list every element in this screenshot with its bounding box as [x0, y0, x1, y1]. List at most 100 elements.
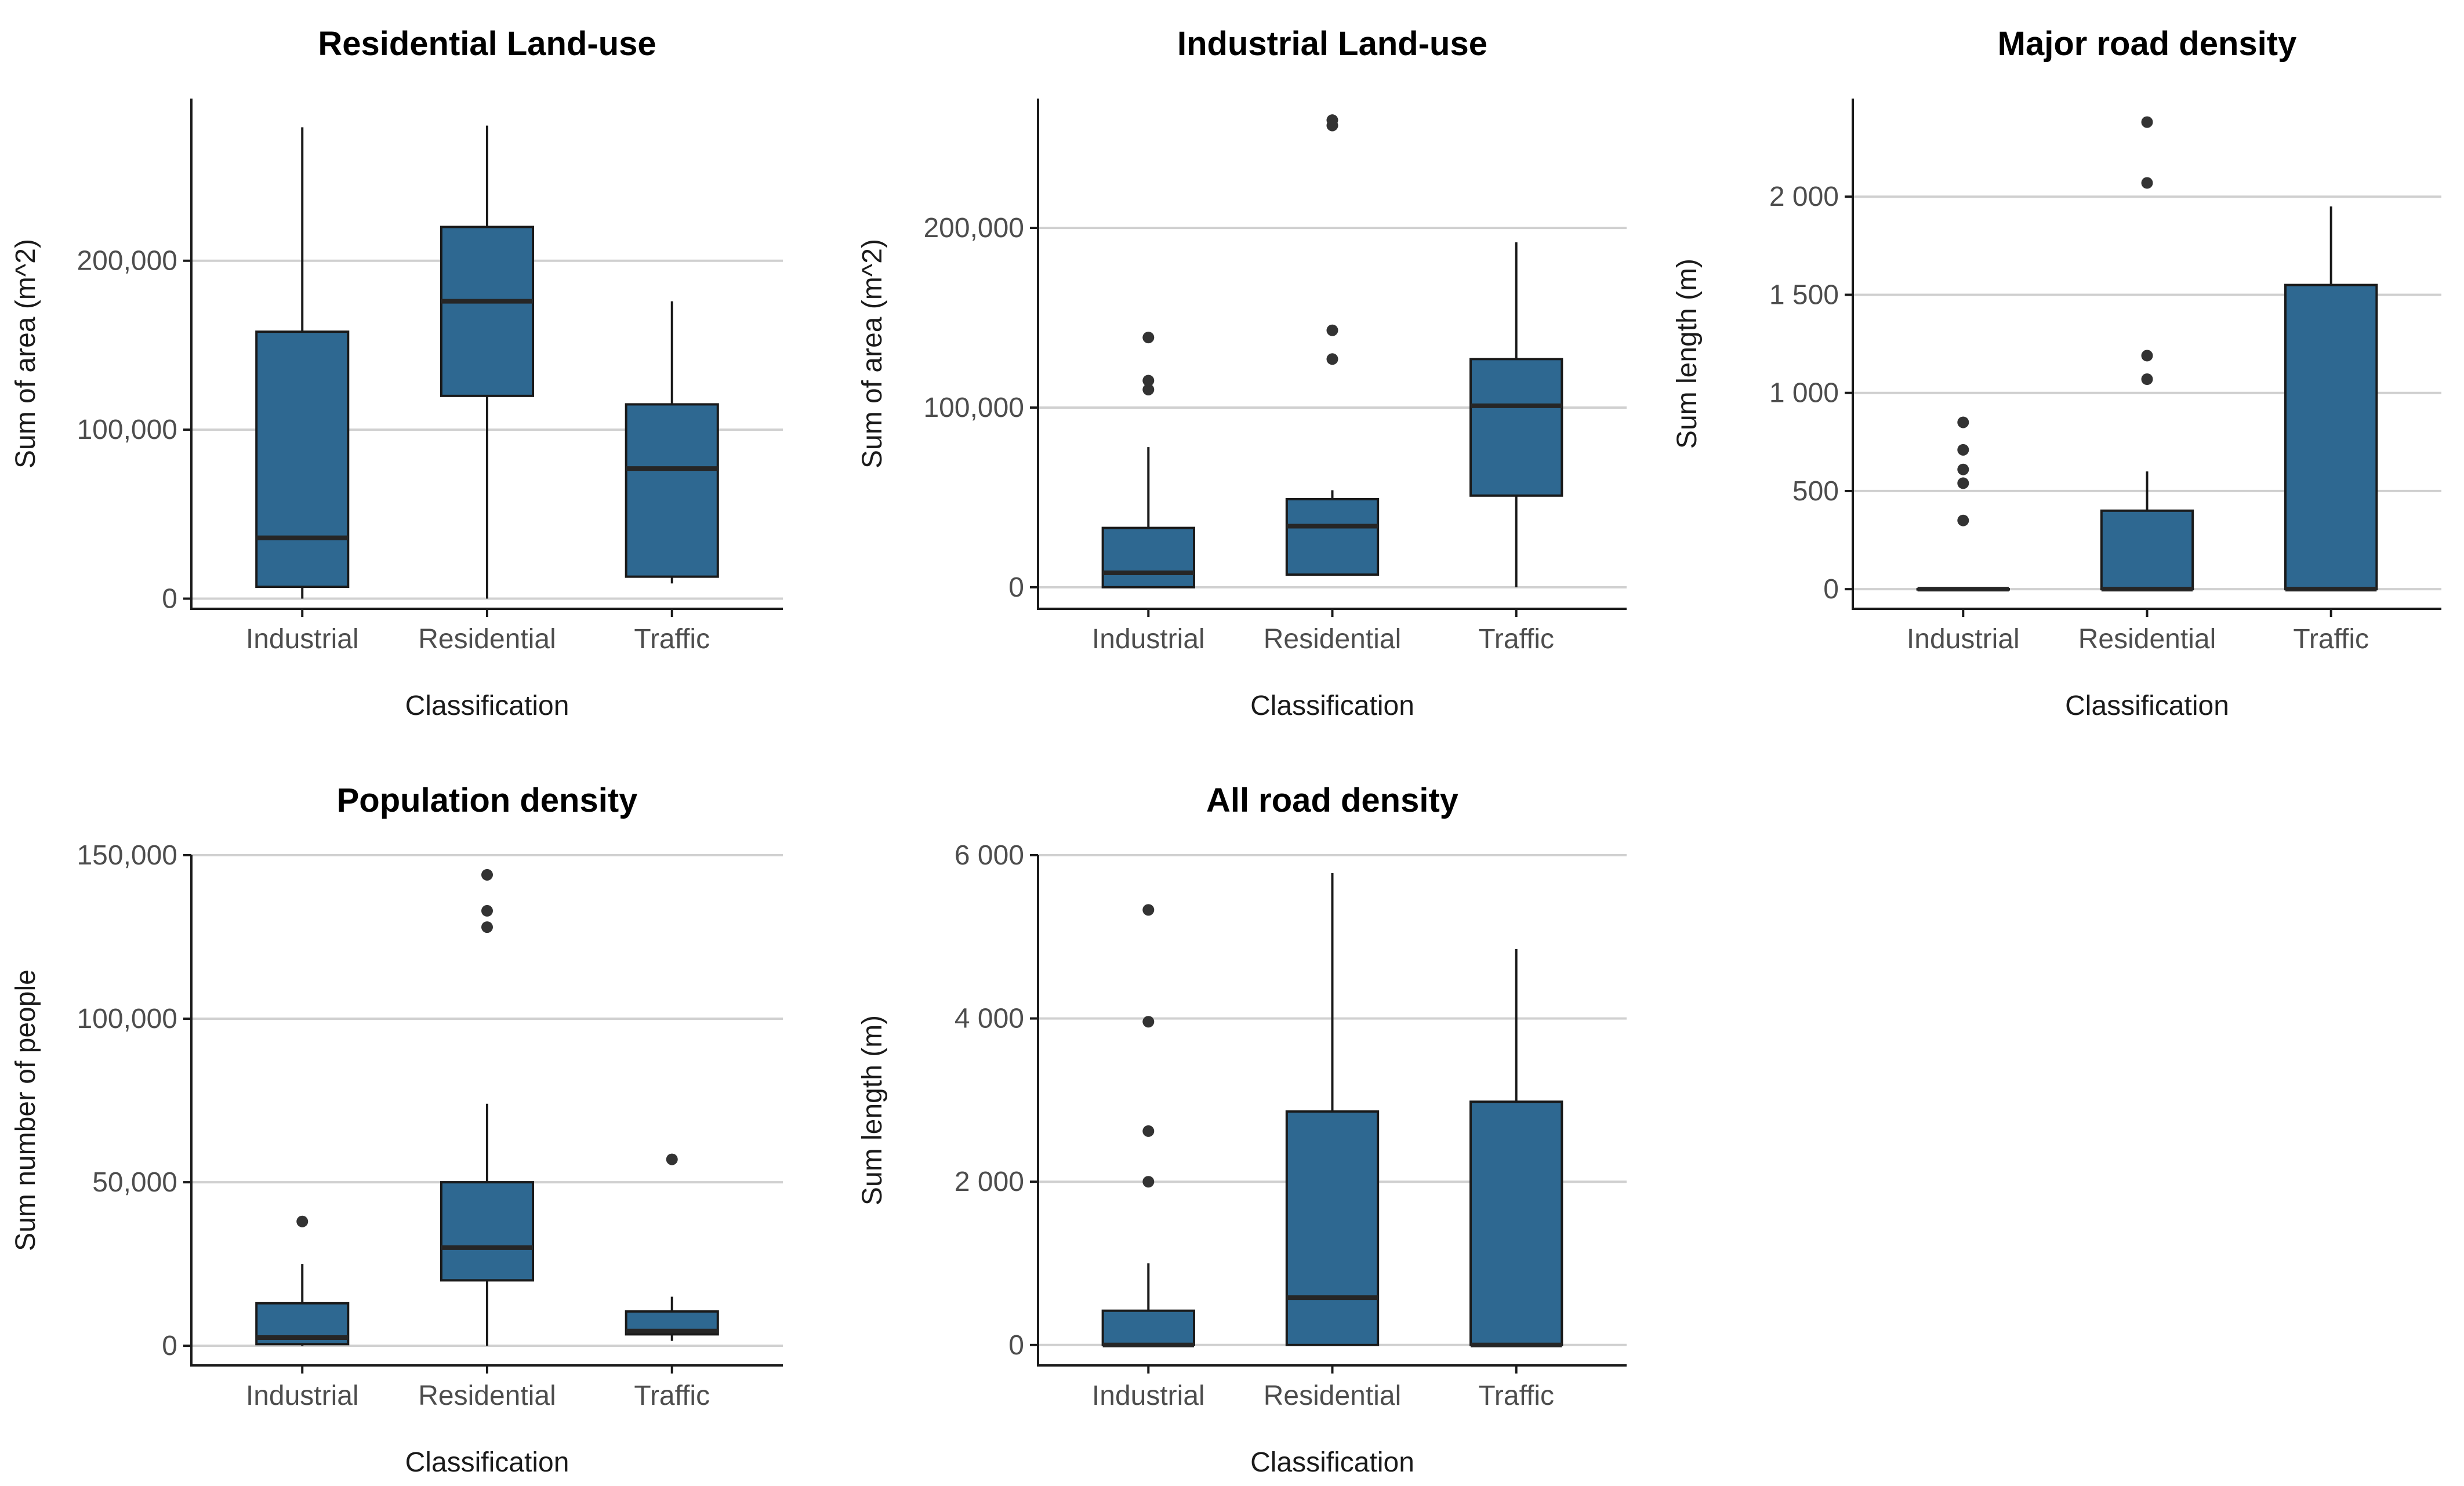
chart-panel-3: Major road density 0 500 1 000 1 500 2 000 Ind…: [1672, 25, 2441, 721]
iqr-box: [1101, 1309, 1195, 1346]
x-tick-label: Traffic: [1478, 624, 1554, 655]
x-tick-label: Residential: [1264, 624, 1401, 655]
outlier-point: [1142, 904, 1155, 916]
outlier-point: [2141, 373, 2153, 385]
chart-title: Major road density: [1998, 25, 2297, 63]
box-traffic: [625, 301, 719, 584]
y-tick-label: 100,000: [77, 415, 177, 445]
x-tick-label: Industrial: [1092, 624, 1205, 655]
y-tick-label: 0: [1008, 572, 1024, 603]
x-tick-label: Industrial: [1907, 624, 2020, 655]
chart-title: Industrial Land-use: [1177, 25, 1487, 63]
x-tick-label: Industrial: [246, 1380, 359, 1411]
y-tick-label: 1 000: [1769, 378, 1839, 409]
outlier-point: [1957, 444, 1969, 456]
y-axis-label: Sum length (m): [857, 1015, 888, 1205]
x-axis-label: Classification: [405, 1447, 569, 1478]
outlier-point: [1326, 114, 1338, 126]
y-tick-label: 500: [1792, 476, 1839, 507]
outlier-point: [296, 1215, 309, 1227]
y-tick-label: 2 000: [955, 1167, 1024, 1197]
y-axis-label: Sum of area (m^2): [10, 239, 41, 468]
y-tick-label: 200,000: [923, 213, 1024, 244]
x-tick-label: Traffic: [2293, 624, 2369, 655]
axis-lines: [190, 99, 783, 610]
outlier-point: [1957, 477, 1969, 489]
y-tick-label: 200,000: [77, 246, 177, 277]
outlier-point: [481, 869, 493, 881]
chart-title: Residential Land-use: [318, 25, 656, 63]
y-tick-label: 2 000: [1769, 181, 1839, 212]
y-tick-label: 100,000: [77, 1004, 177, 1034]
iqr-box: [2100, 509, 2194, 591]
box-residential: [440, 125, 535, 599]
box-traffic: [1469, 949, 1563, 1347]
chart-panel-4: Population density 0 50,000 100,000 150,000 I…: [10, 782, 783, 1478]
outlier-point: [1142, 1125, 1155, 1137]
box-industrial: [1101, 904, 1195, 1347]
x-tick-label: Industrial: [1092, 1380, 1205, 1411]
y-tick-label: 50,000: [92, 1167, 177, 1198]
outlier-point: [2141, 177, 2153, 189]
outlier-point: [1142, 375, 1155, 387]
x-axis-label: Classification: [405, 691, 569, 721]
iqr-box: [440, 226, 535, 397]
iqr-box: [1285, 497, 1380, 576]
iqr-box: [1469, 358, 1563, 497]
outlier-point: [666, 1153, 678, 1165]
iqr-box: [625, 403, 719, 578]
y-tick-label: 4 000: [955, 1004, 1024, 1034]
outlier-point: [1142, 383, 1155, 395]
x-tick-label: Residential: [418, 1380, 556, 1411]
chart-panel-1: Residential Land-use 0 100,000 200,000 Indus…: [10, 25, 783, 721]
iqr-box: [255, 330, 350, 588]
outlier-point: [1142, 332, 1155, 344]
x-tick-label: Traffic: [634, 624, 710, 655]
iqr-box: [2284, 284, 2378, 591]
outlier-point: [481, 921, 493, 933]
box-residential: [1285, 114, 1380, 576]
x-tick-label: Residential: [2078, 624, 2216, 655]
axis-lines: [1037, 855, 1627, 1367]
x-axis-label: Classification: [1250, 691, 1414, 721]
box-residential: [440, 869, 535, 1346]
y-tick-label: 1 500: [1769, 279, 1839, 310]
axis-lines: [1852, 99, 2441, 610]
y-tick-label: 0: [1823, 574, 1839, 605]
outlier-point: [1957, 463, 1969, 475]
x-axis-label: Classification: [2065, 691, 2229, 721]
x-tick-label: Residential: [418, 624, 556, 655]
box-industrial: [255, 127, 350, 599]
iqr-box: [1285, 1110, 1380, 1346]
outlier-point: [2141, 350, 2153, 362]
y-tick-label: 0: [162, 584, 177, 615]
axis-lines: [190, 855, 783, 1367]
outlier-point: [1142, 1176, 1155, 1188]
box-residential: [1285, 873, 1380, 1346]
y-tick-label: 0: [1008, 1330, 1024, 1361]
axis-lines: [1037, 99, 1627, 610]
box-traffic: [1469, 242, 1563, 587]
box-industrial: [255, 1215, 350, 1346]
y-tick-label: 100,000: [923, 393, 1024, 423]
box-residential: [2100, 116, 2194, 592]
box-traffic: [2284, 206, 2378, 592]
outlier-point: [1957, 416, 1969, 428]
box-industrial: [1916, 416, 2010, 592]
chart-title: Population density: [337, 782, 638, 819]
x-tick-label: Residential: [1264, 1380, 1401, 1411]
iqr-box: [440, 1181, 535, 1282]
iqr-box: [1101, 526, 1195, 588]
y-axis-label: Sum length (m): [1672, 259, 1703, 449]
box-industrial: [1101, 332, 1195, 588]
outlier-point: [1326, 324, 1338, 336]
x-tick-label: Traffic: [634, 1380, 710, 1411]
chart-panel-2: Industrial Land-use 0 100,000 200,000 Indust…: [857, 25, 1627, 721]
y-tick-label: 6 000: [955, 840, 1024, 871]
outlier-point: [1957, 514, 1969, 526]
y-axis-label: Sum of area (m^2): [857, 239, 888, 468]
outlier-point: [1142, 1016, 1155, 1028]
x-tick-label: Industrial: [246, 624, 359, 655]
x-axis-label: Classification: [1250, 1447, 1414, 1478]
box-traffic: [625, 1153, 719, 1341]
